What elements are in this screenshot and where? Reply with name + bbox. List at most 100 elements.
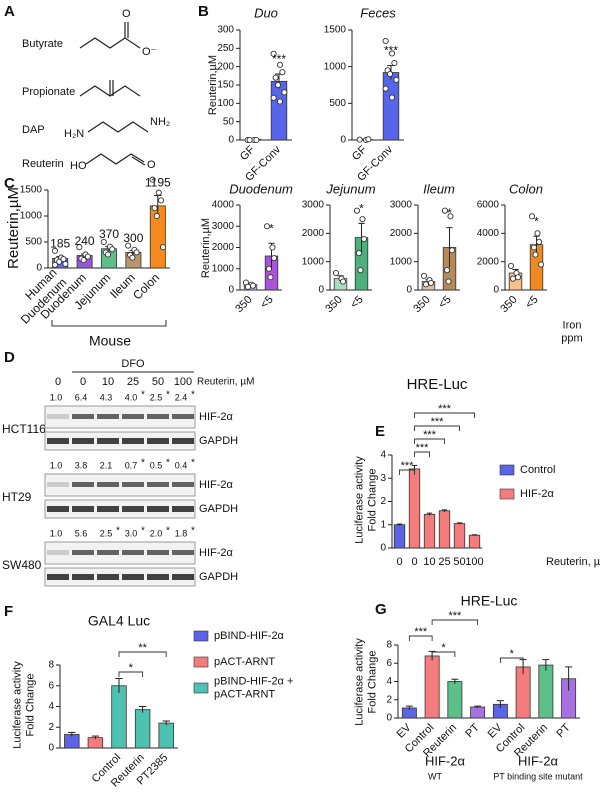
significance: * [166, 458, 170, 469]
data-point [267, 274, 274, 281]
bar [134, 709, 151, 749]
quantification: 2.1 [100, 460, 113, 470]
data-point [153, 212, 160, 220]
chart-title: Duodenum [229, 181, 293, 196]
data-point [125, 242, 132, 249]
band [122, 550, 144, 555]
significance: * [141, 390, 145, 401]
quantification: 2.0 [150, 528, 163, 538]
bar [111, 685, 127, 749]
group-label: HIF-2α [425, 753, 466, 768]
x-tick-label: 0 [396, 556, 402, 568]
significance: *** [448, 610, 462, 622]
data-point [422, 281, 430, 288]
quantification: 0.4 [175, 460, 188, 470]
chart-title: GAL4 Luc [88, 613, 150, 629]
significance-bracket [399, 469, 415, 475]
y-tick-label: 300 [217, 25, 234, 36]
legend-label: pBIND-HIF-2α [214, 630, 285, 642]
concentration-label: 0 [55, 376, 61, 388]
molecule-structure [85, 153, 146, 166]
band [47, 482, 69, 487]
x-tick-label: 25 [438, 556, 450, 568]
significance: * [166, 390, 170, 401]
data-point [356, 136, 363, 143]
significance-bracket [118, 671, 144, 677]
quantification: 1.0 [50, 460, 63, 470]
x-tick-label: <5 [258, 294, 275, 311]
significance-bracket [431, 651, 456, 657]
legend-swatch [193, 656, 209, 668]
value-label: 370 [99, 227, 119, 241]
significance: * [510, 648, 515, 660]
data-point [270, 255, 278, 262]
chart-title: Ileum [423, 181, 455, 196]
significance: * [141, 458, 145, 469]
quantification: 1.8 [175, 528, 188, 538]
data-point [100, 238, 107, 246]
data-point [246, 136, 253, 144]
data-point [441, 207, 449, 214]
data-point [263, 223, 271, 230]
data-point [534, 230, 541, 237]
group-bracket [51, 320, 167, 327]
significance: *** [414, 626, 428, 638]
data-point [391, 59, 398, 67]
x-tick-label: PT [463, 721, 482, 740]
y-tick-label: 4000 [477, 228, 500, 239]
y-tick-label: 2 [380, 496, 386, 507]
data-point [386, 70, 394, 78]
bar [423, 513, 436, 549]
data-point [270, 50, 277, 57]
y-axis-label: Luciferase activityFold Change [354, 456, 379, 544]
blot-hif [44, 473, 196, 497]
data-point [56, 258, 63, 265]
significance: * [441, 642, 446, 654]
y-tick-label: 6 [386, 658, 392, 669]
data-point [388, 94, 396, 101]
y-tick-label: 0 [318, 285, 324, 296]
data-point [393, 76, 400, 83]
blot-gapdh [44, 567, 196, 587]
x-tick-label: 10 [423, 556, 435, 568]
y-tick-label: 8 [48, 660, 54, 671]
y-tick-label: 2 [48, 722, 54, 733]
value-label: 240 [75, 234, 95, 248]
y-tick-label: 150 [217, 80, 234, 91]
y-tick-label: 3000 [390, 200, 413, 211]
chart-title: Feces [360, 5, 396, 20]
band [97, 574, 119, 580]
significance-bracket [414, 412, 475, 418]
band [72, 482, 94, 487]
quantification: 2.5 [100, 528, 113, 538]
significance: * [129, 662, 134, 674]
significance: * [534, 214, 539, 228]
y-tick-label: 2000 [477, 256, 500, 267]
data-point [149, 176, 156, 183]
data-point [274, 81, 282, 89]
x-tick-label: <5 [436, 294, 453, 311]
bar [424, 655, 440, 719]
band [122, 414, 144, 419]
data-point [382, 85, 389, 92]
cell-line-label: SW480 [2, 558, 42, 572]
band [72, 550, 94, 555]
data-point [448, 247, 456, 254]
y-tick-label: 2 [386, 694, 392, 705]
significance-bracket [408, 635, 433, 641]
significance: * [116, 526, 120, 537]
x-tick-label: 350 [323, 294, 344, 315]
quantification: 0.5 [150, 460, 163, 470]
significance: * [191, 390, 195, 401]
data-point [80, 257, 87, 264]
x-tick-label: Colon [130, 270, 162, 302]
data-point [276, 98, 284, 105]
y-tick-label: 1000 [20, 211, 43, 222]
data-point [249, 282, 257, 289]
significance: ** [138, 642, 147, 654]
band [122, 482, 144, 487]
x-tick-label: 350 [233, 294, 254, 315]
significance-bracket [414, 451, 430, 457]
significance-bracket [414, 438, 445, 444]
